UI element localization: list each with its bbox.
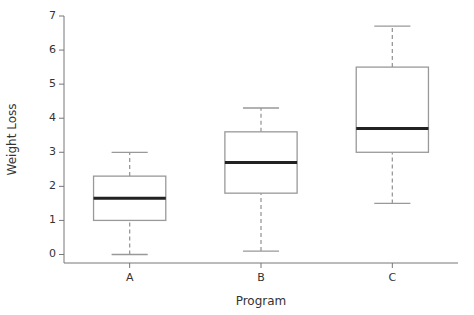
chart-container: 0 1 2 3 4 5 6 7 A B C Program Weight Loss [0,0,474,315]
upper-whisker [392,26,393,67]
y-tick [59,84,64,85]
box [225,132,297,193]
x-tick-label: A [126,271,134,284]
y-tick-label: 5 [49,77,56,90]
x-tick [129,263,130,268]
y-tick [59,16,64,17]
y-tick [59,50,64,51]
median [94,197,166,200]
x-tick-label: C [388,271,396,284]
y-tick-label: 1 [49,213,56,226]
upper-whisker [260,108,261,132]
x-axis-label: Program [236,294,287,308]
median [356,127,428,130]
y-tick [59,118,64,119]
box-group [94,152,166,254]
upper-cap [112,152,148,153]
lower-cap [243,250,279,251]
y-tick-label: 7 [49,9,56,22]
y-tick [59,186,64,187]
y-tick-label: 0 [49,247,56,260]
x-tick [392,263,393,268]
y-tick-label: 2 [49,179,56,192]
y-tick-label: 6 [49,43,56,56]
box [356,67,428,152]
upper-whisker [129,152,130,176]
y-axis-label: Weight Loss [5,104,19,176]
y-axis-line [64,16,65,263]
lower-cap [112,254,148,255]
y-tick-label: 3 [49,145,56,158]
lower-whisker [260,193,261,251]
box-group [225,108,297,251]
lower-whisker [392,152,393,203]
y-tick [59,152,64,153]
chart: 0 1 2 3 4 5 6 7 A B C Program Weight Loss [0,0,474,315]
y-tick [59,254,64,255]
upper-cap [374,26,410,27]
upper-cap [243,107,279,108]
y-tick [59,220,64,221]
box-group [356,26,428,203]
x-tick [261,263,262,268]
y-tick-label: 4 [49,111,56,124]
box [94,176,166,220]
boxes [94,26,429,254]
x-tick-label: B [257,271,265,284]
median [225,161,297,164]
lower-cap [374,203,410,204]
lower-whisker [129,220,130,254]
